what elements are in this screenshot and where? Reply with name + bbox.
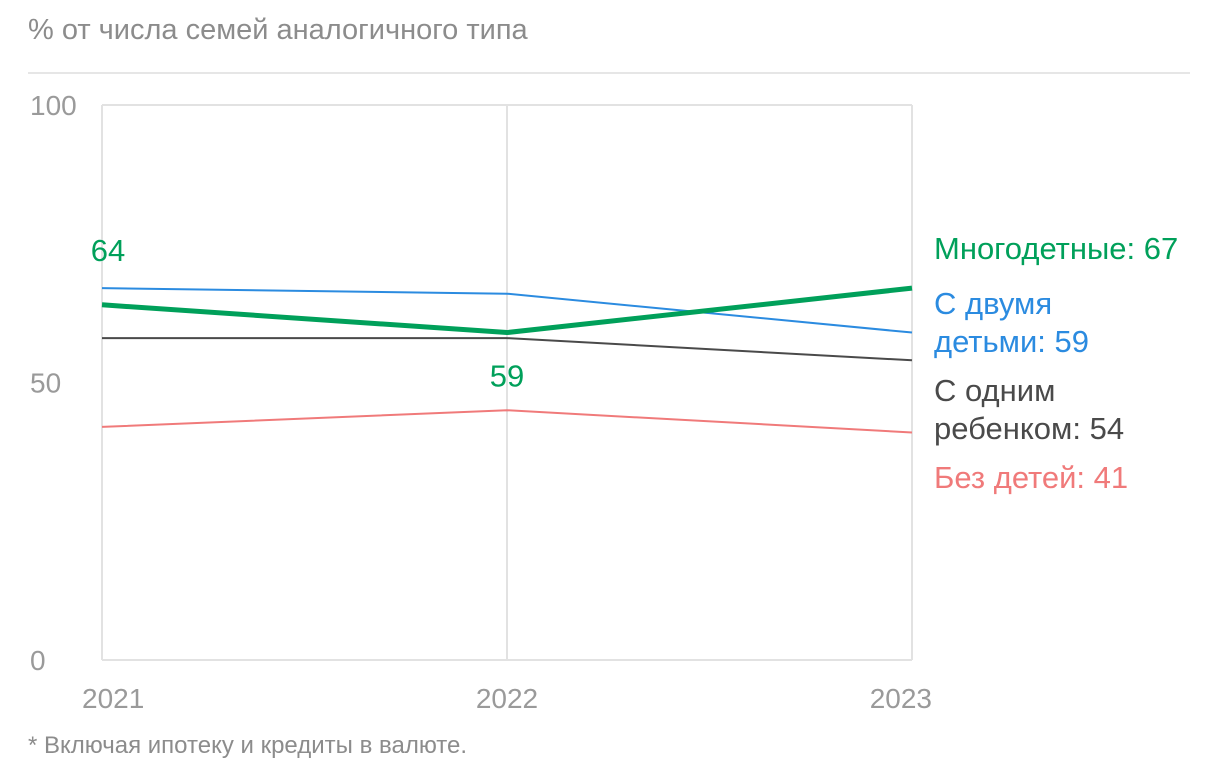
axis-ticks: 0 50 100 2021 2022 2023 <box>30 90 932 714</box>
header-divider <box>28 72 1190 74</box>
legend-s-dvumya-detmi: С двумя детьми: 59 <box>934 285 1204 361</box>
series-lines <box>101 285 913 434</box>
chart-grid <box>101 104 913 661</box>
legend-line-2: ребенком: 54 <box>934 411 1125 446</box>
legend-line-1: С одним <box>934 373 1056 408</box>
data-labels: 64 59 <box>91 233 524 394</box>
legend-line-1: С двумя <box>934 286 1053 321</box>
series-line <box>101 285 913 336</box>
chart-subtitle: % от числа семей аналогичного типа <box>28 14 528 46</box>
series-line <box>101 287 913 334</box>
legend-bez-detei: Без детей: 41 <box>934 460 1129 495</box>
y-tick-label: 0 <box>30 645 46 676</box>
x-tick-label: 2023 <box>870 683 932 714</box>
x-tick-label: 2021 <box>82 683 144 714</box>
series-line <box>101 409 913 434</box>
footnote: * Включая ипотеку и кредиты в валюте. <box>28 732 468 759</box>
legend-mnogodetnye: Многодетные: 67 <box>934 231 1179 266</box>
legend-s-odnim-rebenkom: С одним ребенком: 54 <box>934 372 1204 448</box>
y-tick-label: 100 <box>30 90 77 121</box>
series-line <box>102 337 913 362</box>
y-tick-label: 50 <box>30 368 61 399</box>
x-tick-label: 2022 <box>476 683 538 714</box>
data-label: 59 <box>490 359 524 394</box>
legend-line-2: детьми: 59 <box>934 324 1089 359</box>
data-label: 64 <box>91 233 125 268</box>
